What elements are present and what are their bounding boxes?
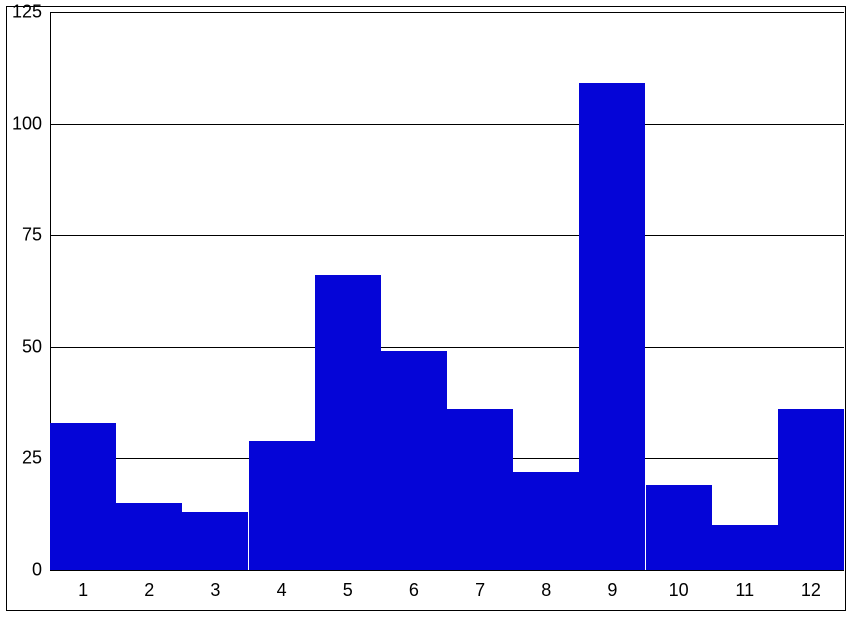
bar [579, 83, 645, 570]
gridline [50, 570, 844, 571]
x-axis-tick-label: 12 [801, 570, 821, 601]
gridline [50, 347, 844, 348]
y-axis-tick-label: 75 [22, 225, 50, 246]
x-axis-tick-label: 10 [669, 570, 689, 601]
y-axis-tick-label: 25 [22, 448, 50, 469]
gridline [50, 124, 844, 125]
bar [381, 351, 447, 570]
x-axis-tick-label: 9 [607, 570, 617, 601]
bar [778, 409, 844, 570]
x-axis-tick-label: 3 [210, 570, 220, 601]
bar [116, 503, 182, 570]
bar [50, 423, 116, 570]
bar [249, 441, 315, 570]
bar [513, 472, 579, 570]
x-axis-tick-label: 11 [735, 570, 754, 601]
gridline [50, 235, 844, 236]
plot-area: 0255075100125123456789101112 [50, 12, 844, 570]
y-axis-tick-label: 0 [32, 560, 50, 581]
bar [315, 275, 381, 570]
x-axis-tick-label: 2 [144, 570, 154, 601]
x-axis-tick-label: 6 [409, 570, 419, 601]
y-axis-tick-label: 100 [12, 113, 50, 134]
bar [712, 525, 778, 570]
x-axis-tick-label: 7 [475, 570, 485, 601]
y-axis-tick-label: 125 [12, 2, 50, 23]
bar [182, 512, 248, 570]
bar [447, 409, 513, 570]
y-axis-tick-label: 50 [22, 336, 50, 357]
x-axis-tick-label: 5 [343, 570, 353, 601]
x-axis-tick-label: 8 [541, 570, 551, 601]
x-axis-tick-label: 1 [78, 570, 88, 601]
x-axis-tick-label: 4 [277, 570, 287, 601]
bar [646, 485, 712, 570]
bar-chart: 0255075100125123456789101112 [0, 0, 852, 617]
gridline [50, 12, 844, 13]
